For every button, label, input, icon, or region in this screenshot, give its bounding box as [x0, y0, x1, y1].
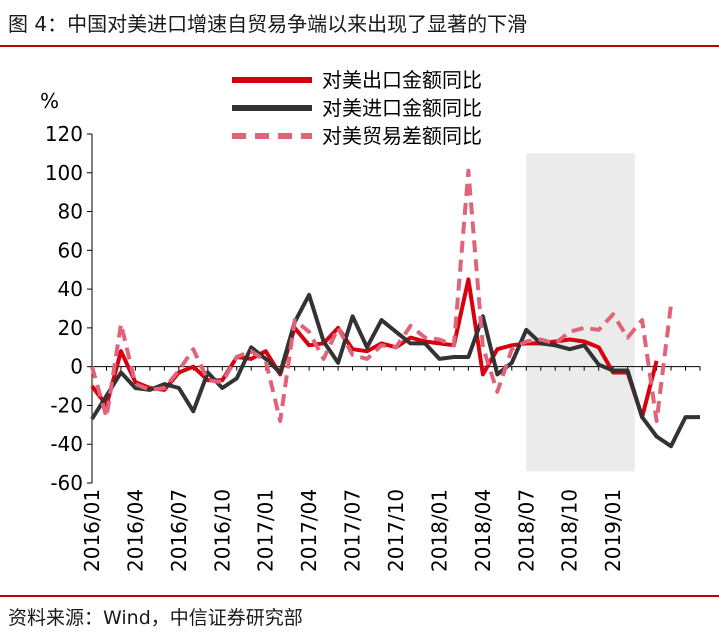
y-tick-label: 40	[58, 277, 83, 301]
x-tick-label: 2019/01	[601, 489, 625, 572]
x-tick-label: 2016/01	[80, 489, 104, 572]
y-tick-label: -60	[50, 471, 83, 495]
series-line-3	[90, 168, 673, 423]
legend-label: 对美出口金额同比	[322, 68, 482, 92]
y-axis-label: %	[40, 89, 59, 113]
y-tick-label: 100	[45, 161, 83, 185]
x-tick-label: 2017/04	[297, 489, 321, 572]
y-tick-label: 20	[58, 316, 83, 340]
x-tick-label: 2018/07	[514, 489, 538, 572]
x-tick-label: 2016/10	[210, 489, 234, 572]
x-tick-label: 2017/10	[384, 489, 408, 572]
series-line-1	[90, 277, 659, 420]
y-tick-label: 60	[58, 238, 83, 262]
x-tick-label: 2016/07	[167, 489, 191, 572]
source-divider	[0, 595, 719, 597]
shaded-period	[526, 153, 635, 472]
axes: -60 -40 -20 0 20 40 60 80 100 120 2016/01 2016/04 20…	[45, 122, 701, 572]
y-tick-label: -20	[50, 393, 83, 417]
y-tick-label: 0	[70, 355, 83, 379]
figure-source: 资料来源：Wind，中信证券研究部	[8, 607, 303, 629]
x-tick-label: 2018/04	[471, 489, 495, 572]
series-line-2	[90, 292, 700, 449]
x-tick-label: 2018/01	[427, 489, 451, 572]
x-tick-label: 2017/01	[254, 489, 278, 572]
series-layer	[90, 168, 700, 449]
y-tick-label: -40	[50, 432, 83, 456]
figure-title: 图 4：中国对美进口增速自贸易争端以来出现了显著的下滑	[8, 12, 528, 36]
shaded-period-layer	[526, 153, 635, 472]
legend-label: 对美贸易差额同比	[322, 124, 482, 148]
y-tick-label: 80	[58, 200, 83, 224]
x-tick-label: 2017/07	[341, 489, 365, 572]
x-tick-label: 2018/10	[558, 489, 582, 572]
legend-label: 对美进口金额同比	[322, 96, 482, 120]
line-chart: -60 -40 -20 0 20 40 60 80 100 120 2016/01 2016/04 20…	[40, 68, 701, 572]
x-tick-label: 2016/04	[123, 489, 147, 572]
title-divider	[0, 45, 719, 47]
y-tick-label: 120	[45, 122, 83, 146]
